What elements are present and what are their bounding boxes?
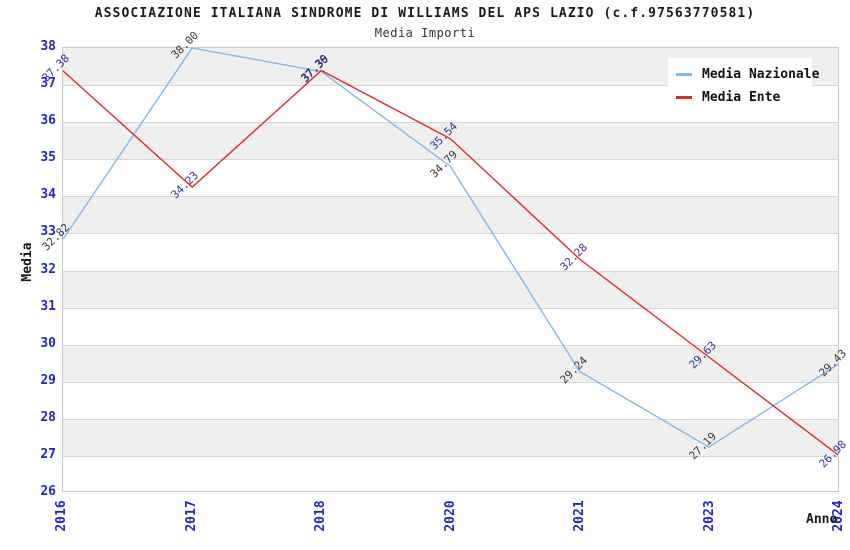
gridline xyxy=(63,418,838,420)
chart-title: ASSOCIAZIONE ITALIANA SINDROME DI WILLIA… xyxy=(94,6,756,21)
y-tick-label: 31 xyxy=(40,298,56,314)
legend: Media Nazionale Media Ente xyxy=(668,58,819,114)
y-tick-label: 38 xyxy=(40,39,56,54)
series-lines xyxy=(62,47,839,456)
series-line-media-ente xyxy=(62,69,839,456)
gridline xyxy=(63,85,838,87)
y-tick-label: 34 xyxy=(40,187,56,203)
plot-band xyxy=(63,196,838,234)
y-axis-title: Media xyxy=(20,242,35,282)
gridline xyxy=(63,307,838,309)
x-tick-label: 2017 xyxy=(183,500,199,532)
y-tick-label: 29 xyxy=(40,372,56,388)
plot-band xyxy=(63,344,838,382)
plot-band xyxy=(63,270,838,308)
x-tick-label: 2018 xyxy=(313,500,328,532)
gridline xyxy=(63,159,838,161)
y-tick-label: 32 xyxy=(40,261,56,277)
y-tick-label: 26 xyxy=(40,484,56,499)
chart-subtitle: Media Importi xyxy=(374,26,476,40)
legend-label: Media Nazionale xyxy=(702,67,820,82)
gridline xyxy=(63,270,838,272)
plot-area xyxy=(62,47,839,492)
y-tick-label: 33 xyxy=(40,224,56,240)
gridline xyxy=(63,196,838,198)
x-tick-label: 2016 xyxy=(54,500,69,532)
legend-line-swatch xyxy=(676,73,692,76)
legend-item-media-ente: Media Ente xyxy=(676,86,812,109)
y-tick-label: 28 xyxy=(40,409,56,425)
x-axis-title: Anno xyxy=(806,512,838,527)
x-tick-label: 2023 xyxy=(701,500,717,532)
plot-band xyxy=(63,418,838,456)
gridline xyxy=(63,381,838,383)
y-tick-label: 35 xyxy=(40,150,56,166)
y-tick-label: 37 xyxy=(40,76,56,92)
y-tick-label: 27 xyxy=(40,446,56,462)
y-tick-label: 30 xyxy=(40,335,56,351)
legend-label: Media Ente xyxy=(702,90,781,105)
y-tick-label: 36 xyxy=(40,113,56,129)
gridline xyxy=(63,344,838,346)
legend-item-media-nazionale: Media Nazionale xyxy=(676,63,819,86)
series-line-media-nazionale xyxy=(62,47,839,448)
gridline xyxy=(63,455,838,457)
x-tick-label: 2020 xyxy=(442,500,458,532)
legend-line-swatch xyxy=(676,96,692,99)
x-tick-label: 2021 xyxy=(572,500,587,532)
gridline xyxy=(63,233,838,235)
plot-band xyxy=(63,122,838,160)
gridline xyxy=(63,122,838,124)
